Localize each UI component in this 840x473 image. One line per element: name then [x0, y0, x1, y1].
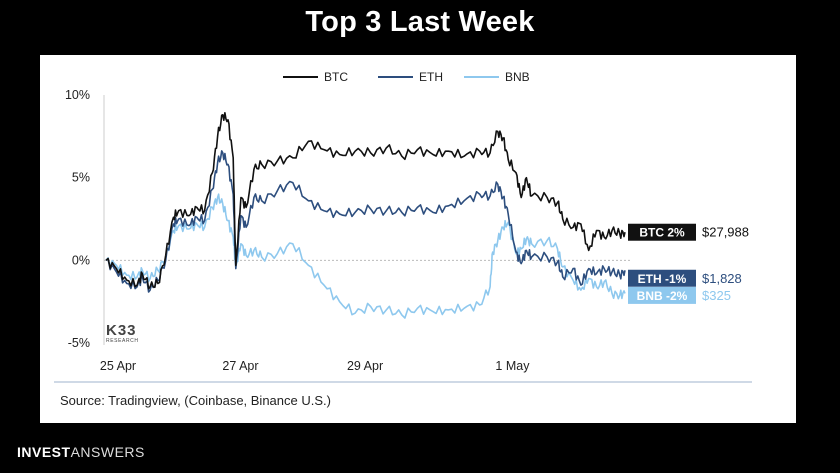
x-tick-label: 29 Apr [347, 359, 383, 373]
x-tick-label: 25 Apr [100, 359, 136, 373]
end-label-badge-eth [628, 269, 696, 287]
end-label-price-btc: $27,988 [702, 225, 749, 240]
brand-footer: INVESTANSWERS [17, 444, 145, 460]
y-tick-label: -5% [68, 336, 90, 350]
legend-label: ETH [419, 70, 443, 84]
end-label-badge-btc [628, 223, 696, 241]
y-tick-label: 10% [65, 88, 90, 102]
x-tick-label: 1 May [495, 359, 530, 373]
end-label-text-eth: ETH -1% [638, 272, 687, 286]
series-line-btc [105, 112, 626, 290]
k33-logo: K33 RESEARCH [106, 323, 139, 344]
logo-subtext: RESEARCH [106, 338, 139, 344]
logo-text: K33 [106, 322, 137, 339]
end-label-price-bnb: $325 [702, 288, 731, 303]
series-line-eth [105, 150, 626, 293]
legend-label: BNB [505, 70, 530, 84]
line-chart: 10% 5% 0% -5% 25 Apr 27 Apr 29 Apr 1 May BTC ETH B… [54, 70, 752, 383]
x-tick-label: 27 Apr [222, 359, 258, 373]
source-note: Source: Tradingview, (Coinbase, Binance … [60, 393, 331, 408]
end-label-badge-bnb [628, 286, 696, 304]
series-line-bnb [105, 193, 626, 319]
end-label-text-bnb: BNB -2% [637, 289, 688, 303]
end-label-text-btc: BTC 2% [639, 226, 685, 240]
chart-panel: 10% 5% 0% -5% 25 Apr 27 Apr 29 Apr 1 May BTC ETH B… [40, 55, 796, 423]
end-label-price-eth: $1,828 [702, 271, 742, 286]
page-title: Top 3 Last Week [305, 6, 535, 38]
y-tick-label: 0% [72, 253, 90, 267]
y-tick-label: 5% [72, 171, 90, 185]
brand-bold: INVEST [17, 444, 71, 460]
brand-light: ANSWERS [70, 444, 145, 460]
legend-label: BTC [324, 70, 348, 84]
